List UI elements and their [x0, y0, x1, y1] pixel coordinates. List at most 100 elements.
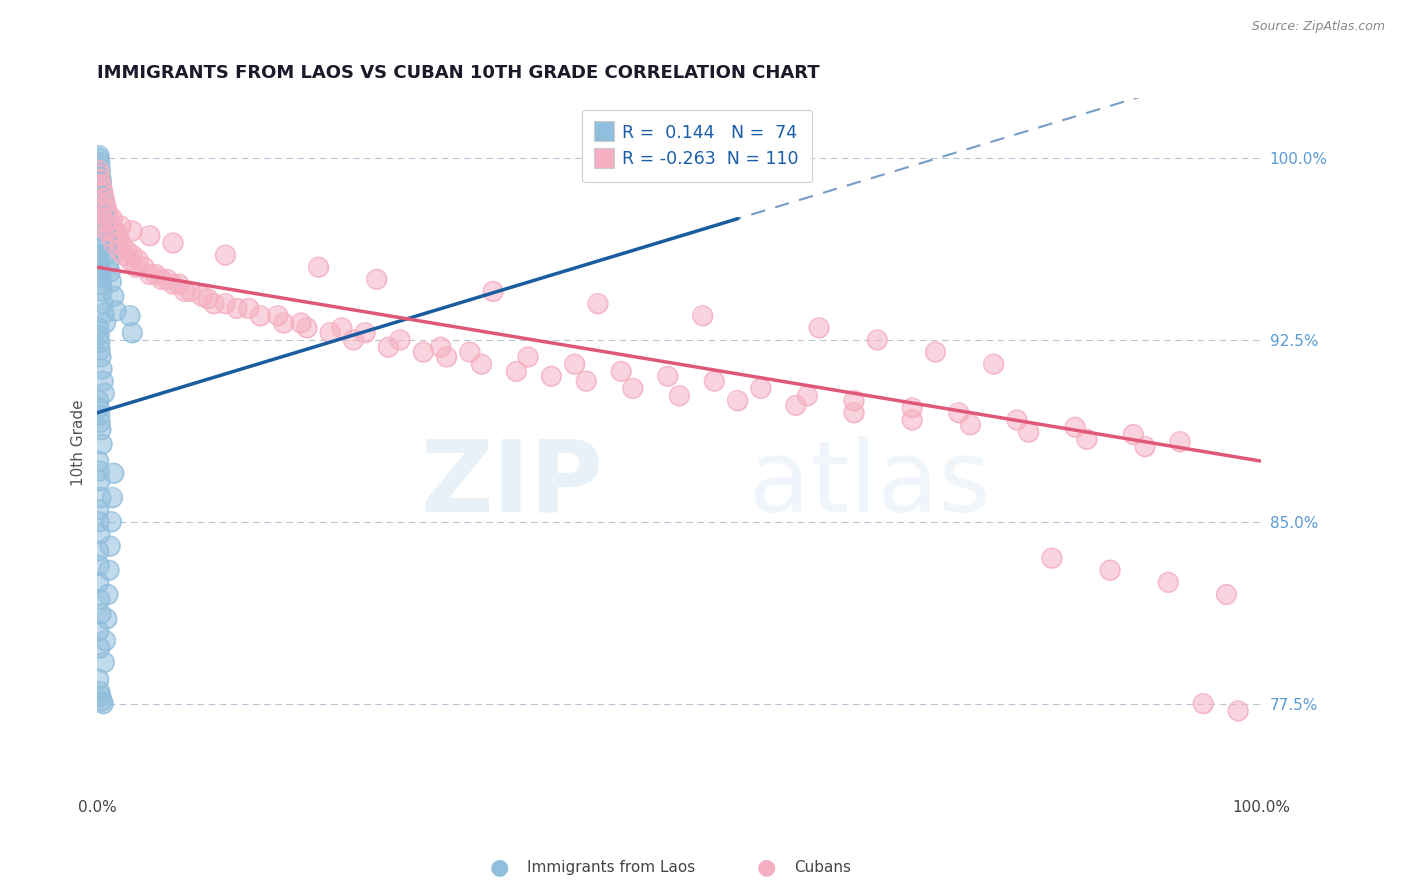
Point: [1192, 697, 1215, 711]
Point: [249, 309, 271, 323]
Point: [983, 357, 1005, 371]
Point: [1018, 425, 1040, 439]
Point: [89, 474, 111, 488]
Point: [125, 260, 148, 275]
Point: [87, 393, 110, 408]
Point: [121, 326, 143, 340]
Point: [1215, 587, 1237, 601]
Y-axis label: 10th Grade: 10th Grade: [72, 400, 86, 486]
Point: [89, 592, 111, 607]
Point: [91, 183, 114, 197]
Point: [1064, 420, 1087, 434]
Point: [87, 393, 110, 408]
Point: [87, 321, 110, 335]
Point: [91, 437, 114, 451]
Point: [692, 309, 714, 323]
Point: [87, 454, 110, 468]
Point: [87, 248, 110, 262]
Point: [214, 296, 236, 310]
Point: [121, 248, 143, 262]
Point: [94, 219, 117, 233]
Point: [1215, 587, 1237, 601]
Point: [173, 285, 195, 299]
Point: [138, 268, 160, 282]
Point: [91, 697, 114, 711]
Point: [1168, 434, 1191, 449]
Point: [983, 357, 1005, 371]
Point: [290, 316, 312, 330]
Point: [703, 374, 725, 388]
Point: [377, 340, 399, 354]
Point: [97, 207, 120, 221]
Point: [901, 401, 924, 415]
Point: [87, 624, 110, 638]
Point: [94, 227, 117, 241]
Point: [90, 423, 112, 437]
Point: [1040, 551, 1063, 566]
Point: [89, 255, 111, 269]
Point: [98, 228, 121, 243]
Point: [90, 175, 112, 189]
Point: [112, 248, 135, 262]
Point: [89, 408, 111, 422]
Point: [150, 272, 173, 286]
Point: [412, 345, 434, 359]
Point: [342, 333, 364, 347]
Point: [808, 321, 831, 335]
Point: [104, 303, 127, 318]
Point: [238, 301, 260, 316]
Point: [127, 252, 149, 267]
Point: [808, 321, 831, 335]
Point: [93, 192, 115, 206]
Point: [197, 292, 219, 306]
Point: [94, 197, 117, 211]
Point: [436, 350, 458, 364]
Point: [118, 252, 141, 267]
Point: [214, 248, 236, 262]
Point: [91, 697, 114, 711]
Point: [107, 228, 129, 243]
Point: [267, 309, 290, 323]
Point: [924, 345, 946, 359]
Point: [1157, 575, 1180, 590]
Point: [610, 364, 633, 378]
Point: [87, 401, 110, 415]
Point: [101, 211, 124, 226]
Point: [249, 309, 271, 323]
Point: [94, 316, 117, 330]
Point: [90, 170, 112, 185]
Point: [540, 369, 562, 384]
Point: [226, 301, 249, 316]
Point: [785, 398, 807, 412]
Point: [115, 244, 138, 258]
Point: [94, 204, 117, 219]
Point: [295, 321, 318, 335]
Point: [87, 241, 110, 255]
Point: [727, 393, 749, 408]
Point: [90, 269, 112, 284]
Point: [89, 527, 111, 541]
Point: [93, 192, 115, 206]
Point: [342, 333, 364, 347]
Point: [138, 228, 160, 243]
Point: [238, 301, 260, 316]
Point: [267, 309, 290, 323]
Point: [89, 640, 111, 655]
Point: [87, 558, 110, 573]
Point: [90, 194, 112, 209]
Point: [156, 272, 179, 286]
Point: [295, 321, 318, 335]
Legend: R =  0.144   N =  74, R = -0.263  N = 110: R = 0.144 N = 74, R = -0.263 N = 110: [582, 110, 813, 182]
Point: [87, 321, 110, 335]
Point: [1064, 420, 1087, 434]
Point: [87, 673, 110, 687]
Point: [110, 235, 132, 250]
Point: [1192, 697, 1215, 711]
Point: [87, 544, 110, 558]
Point: [90, 350, 112, 364]
Point: [103, 289, 125, 303]
Point: [1133, 440, 1156, 454]
Point: [89, 343, 111, 357]
Point: [91, 187, 114, 202]
Point: [1122, 427, 1144, 442]
